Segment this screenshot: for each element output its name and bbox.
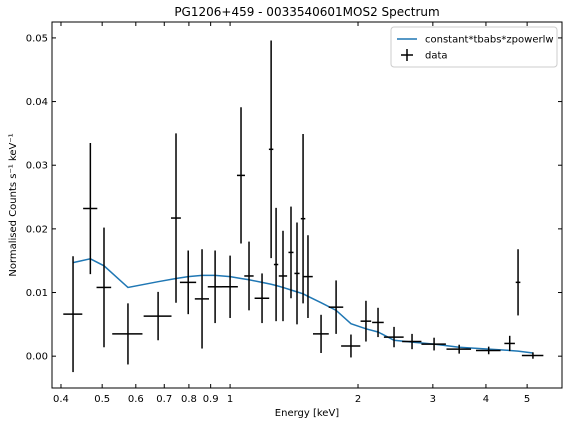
y-tick-label: 0.00: [26, 352, 48, 363]
x-tick-label: 0.7: [156, 394, 172, 405]
x-axis-label: Energy [keV]: [275, 408, 340, 419]
y-tick-label: 0.03: [26, 161, 48, 172]
x-tick-label: 0.9: [203, 394, 219, 405]
chart-title: PG1206+459 - 0033540601MOS2 Spectrum: [174, 5, 439, 19]
y-axis-label: Normalised Counts s⁻¹ keV⁻¹: [8, 133, 19, 276]
x-tick-label: 4: [483, 394, 489, 405]
legend-box: [390, 26, 558, 68]
plot-frame: [51, 21, 563, 389]
x-tick-label: 0.5: [94, 394, 110, 405]
x-tick-label: 2: [355, 394, 361, 405]
x-tick-label: 0.6: [128, 394, 144, 405]
legend-label: data: [425, 51, 448, 62]
x-tick-label: 1: [227, 394, 233, 405]
y-tick-label: 0.05: [26, 33, 48, 44]
x-tick-label: 0.8: [181, 394, 197, 405]
x-tick-label: 3: [430, 394, 436, 405]
x-tick-label: 0.4: [53, 394, 69, 405]
y-tick-label: 0.04: [26, 97, 48, 108]
y-tick-label: 0.02: [26, 224, 48, 235]
x-tick-label: 5: [524, 394, 530, 405]
y-tick-label: 0.01: [26, 288, 48, 299]
legend-label: constant*tbabs*zpowerlw: [425, 35, 554, 46]
